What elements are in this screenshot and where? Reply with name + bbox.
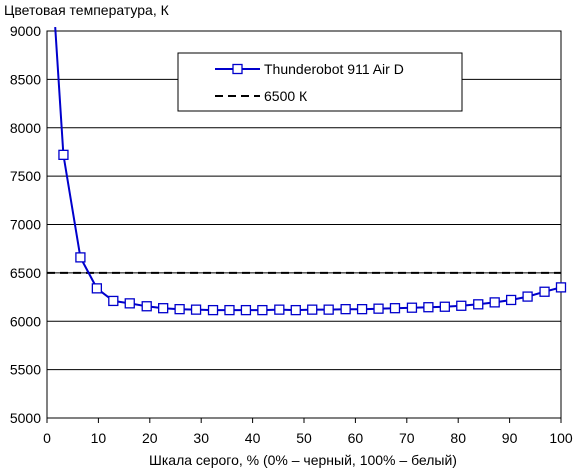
x-tick-label: 10 [91,430,107,446]
x-tick-label: 100 [549,430,573,446]
y-tick-label: 9000 [10,23,41,39]
legend-label-6500k: 6500 К [264,88,308,104]
data-point-marker [340,304,351,315]
y-tick-label: 7000 [10,217,41,233]
x-tick-label: 90 [502,430,518,446]
data-point-marker [373,303,384,314]
x-tick-label: 70 [399,430,415,446]
y-tick-label: 7500 [10,168,41,184]
data-point-marker [124,298,135,309]
x-tick-label: 0 [43,430,51,446]
data-point-marker [207,304,219,316]
data-point-marker [505,294,517,306]
series [47,27,567,316]
x-tick-label: 30 [193,430,209,446]
data-point-marker [158,303,169,314]
data-point-marker [257,304,268,316]
data-point-marker [75,252,86,263]
data-point-marker [190,304,202,315]
data-point-marker [323,304,334,315]
data-point-marker [224,304,235,316]
x-tick-label: 40 [245,430,261,446]
data-point-marker [141,301,152,312]
y-tick-label: 5500 [10,362,41,378]
data-point-marker [174,304,185,315]
data-point-marker [522,291,533,302]
data-point-marker [539,286,550,297]
data-point-marker [406,302,418,313]
x-tick-label: 20 [142,430,158,446]
legend-box [177,52,463,112]
legend-marker-thunderobot [232,63,243,75]
plot-area [46,30,562,419]
data-point-marker [489,297,500,308]
y-axis-title: Цветовая температура, К [4,2,170,18]
data-point-marker [108,295,119,307]
x-tick-label: 50 [296,430,312,446]
data-point-marker [473,299,484,310]
data-point-marker [274,304,285,315]
data-point-marker [58,149,69,160]
tick-labels: 5000 5500 6000 6500 7000 7500 8000 8500 9000 0 10 2… [10,23,573,446]
data-point-marker [389,303,401,314]
y-tick-label: 6000 [10,313,41,329]
data-point-marker [307,304,318,315]
y-tick-label: 5000 [10,410,41,426]
y-tick-label: 8500 [10,71,41,87]
x-tick-label: 80 [450,430,466,446]
data-point-marker [356,304,368,315]
data-point-marker [439,301,450,312]
x-axis-title: Шкала серого, % (0% – черный, 100% – бел… [149,452,457,468]
data-point-marker [91,283,103,294]
data-point-marker [423,302,434,313]
data-point-marker [290,304,301,316]
data-point-marker [456,300,467,311]
data-point-marker [240,304,252,316]
data-point-marker [555,282,567,293]
y-tick-label: 6500 [10,265,41,281]
y-tick-label: 8000 [10,120,41,136]
x-tick-label: 60 [348,430,364,446]
legend-label-thunderobot: Thunderobot 911 Air D [264,61,404,77]
legend: Thunderobot 911 Air D 6500 К [177,52,463,112]
